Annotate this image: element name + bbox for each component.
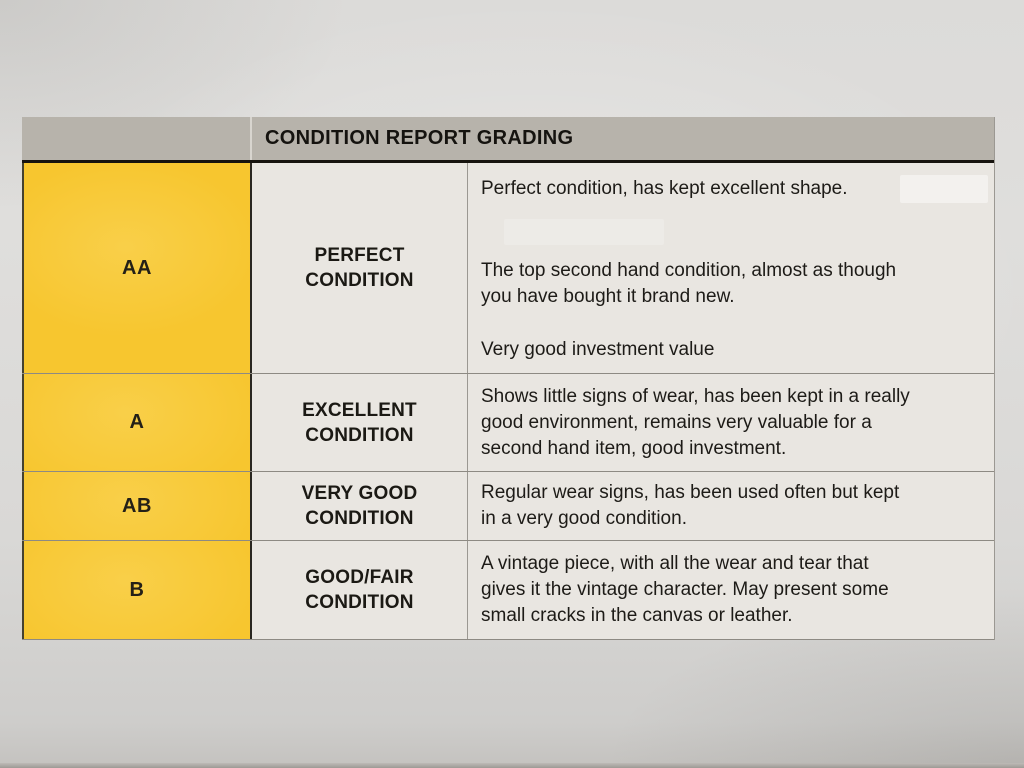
condition-cell: GOOD/FAIR CONDITION	[252, 541, 468, 639]
description-paragraph: Shows little signs of wear, has been kep…	[481, 385, 910, 459]
condition-label: GOOD/FAIR CONDITION	[305, 567, 414, 613]
description-paragraph: Very good investment value	[481, 339, 715, 360]
description-cell: Perfect condition, has kept excellent sh…	[468, 163, 994, 373]
condition-label: VERY GOOD CONDITION	[301, 483, 418, 529]
paper-bottom-edge	[0, 763, 1024, 768]
condition-cell: EXCELLENT CONDITION	[252, 374, 468, 471]
table-title: CONDITION REPORT GRADING	[265, 127, 574, 149]
description-cell: Regular wear signs, has been used often …	[468, 472, 994, 540]
grade-cell: AB	[22, 472, 252, 540]
description-cell: A vintage piece, with all the wear and t…	[468, 541, 994, 639]
description-cell: Shows little signs of wear, has been kep…	[468, 374, 994, 471]
condition-grading-table: CONDITION REPORT GRADING AA PERFECT COND…	[22, 117, 995, 640]
whiteout-patch	[504, 219, 664, 245]
table-header-row: CONDITION REPORT GRADING	[22, 117, 994, 163]
grade-row-ab: AB VERY GOOD CONDITION Regular wear sign…	[22, 471, 994, 540]
grade-cell: AA	[22, 163, 252, 373]
description-paragraph: A vintage piece, with all the wear and t…	[481, 553, 889, 626]
grade-row-a: A EXCELLENT CONDITION Shows little signs…	[22, 373, 994, 471]
grade-cell: B	[22, 541, 252, 639]
grade-cell: A	[22, 374, 252, 471]
condition-cell: PERFECT CONDITION	[252, 163, 468, 373]
grade-row-b: B GOOD/FAIR CONDITION A vintage piece, w…	[22, 540, 994, 640]
description-paragraph: Regular wear signs, has been used often …	[481, 482, 900, 529]
whiteout-patch	[900, 175, 988, 203]
condition-label: EXCELLENT CONDITION	[302, 399, 417, 446]
condition-cell: VERY GOOD CONDITION	[252, 472, 468, 540]
header-corner-cell	[22, 117, 252, 160]
description-paragraph: The top second hand condition, almost as…	[481, 260, 897, 307]
condition-label: PERFECT CONDITION	[305, 245, 414, 291]
grade-row-aa: AA PERFECT CONDITION Perfect condition, …	[22, 163, 994, 373]
description-paragraph: Perfect condition, has kept excellent sh…	[481, 178, 848, 199]
